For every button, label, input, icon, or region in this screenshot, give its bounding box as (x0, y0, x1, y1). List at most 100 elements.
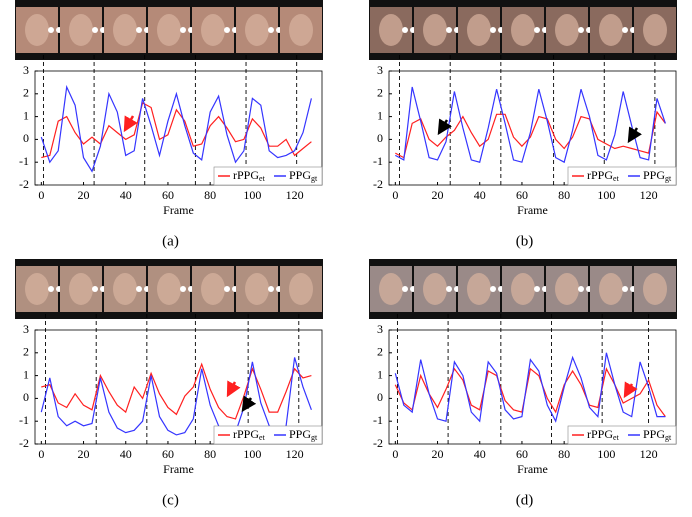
plot-frame (388, 329, 677, 445)
dot (92, 286, 98, 292)
face (201, 273, 225, 305)
dot (534, 286, 540, 292)
x-tick-label: 0 (392, 188, 398, 202)
face (511, 273, 535, 305)
dot (622, 286, 628, 292)
panel: -2 -1 0 1 2 3 0 20 40 60 80 100 120 Frame (a) rPPGet PPG… (15, 0, 323, 249)
x-tick-label: 100 (243, 447, 261, 461)
dot (224, 27, 230, 33)
face (511, 14, 535, 46)
y-tick-label: 1 (377, 367, 383, 381)
x-tick-label: 80 (204, 447, 216, 461)
legend-box (213, 425, 323, 445)
x-axis-label: Frame (517, 203, 548, 217)
x-tick-label: 120 (286, 188, 304, 202)
legend-subscript: et (259, 174, 266, 183)
y-tick-label: 2 (377, 345, 383, 359)
dot (402, 27, 408, 33)
panel: -2 -1 0 1 2 3 0 20 40 60 80 100 120 Frame (d) rPPGet PPG… (369, 259, 677, 508)
y-tick-label: 0 (23, 131, 29, 145)
arrow (123, 115, 138, 133)
series-line (395, 86, 666, 164)
panel: -2 -1 0 1 2 3 0 20 40 60 80 100 120 Frame (b) rPPGet PPG… (369, 0, 677, 249)
y-tick-label: 0 (377, 131, 383, 145)
x-tick-label: 40 (120, 447, 132, 461)
y-tick-label: 0 (23, 390, 29, 404)
arrow (627, 126, 642, 144)
dot (490, 27, 496, 33)
face (69, 273, 93, 305)
y-tick-label: -1 (373, 413, 383, 427)
legend-label: rPPGet (587, 168, 620, 183)
x-tick-label: 60 (162, 447, 174, 461)
y-tick-label: 0 (377, 390, 383, 404)
face (113, 14, 137, 46)
dot (446, 27, 452, 33)
face (69, 14, 93, 46)
x-tick-label: 120 (286, 447, 304, 461)
y-tick-label: 1 (23, 108, 29, 122)
face (423, 273, 447, 305)
x-tick-label: 60 (162, 188, 174, 202)
legend-subscript: et (259, 433, 266, 442)
dot (534, 27, 540, 33)
y-tick-label: 2 (377, 86, 383, 100)
face (245, 14, 269, 46)
face (25, 14, 49, 46)
x-tick-label: 120 (640, 188, 658, 202)
face (379, 273, 403, 305)
dot (92, 27, 98, 33)
y-tick-label: 3 (377, 322, 383, 336)
legend-label: PPGgt (289, 168, 318, 183)
legend-name: rPPG (587, 168, 613, 182)
face (555, 14, 579, 46)
x-axis-label: Frame (163, 462, 194, 476)
panel: -2 -1 0 1 2 3 0 20 40 60 80 100 120 Frame (c) rPPGet PPG… (15, 259, 323, 508)
dot (48, 27, 54, 33)
arrow (623, 381, 638, 399)
x-tick-label: 100 (597, 447, 615, 461)
dot (180, 286, 186, 292)
x-tick-label: 40 (474, 188, 486, 202)
dot (578, 27, 584, 33)
legend-subscript: gt (311, 174, 318, 183)
y-tick-label: -1 (373, 154, 383, 168)
series-line (394, 352, 666, 423)
x-tick-label: 20 (432, 447, 444, 461)
x-tick-label: 80 (558, 188, 570, 202)
y-tick-label: 1 (377, 108, 383, 122)
y-tick-label: -1 (19, 154, 29, 168)
face (245, 273, 269, 305)
x-tick-label: 40 (120, 188, 132, 202)
x-tick-label: 80 (204, 188, 216, 202)
plot-frame (34, 329, 323, 445)
series-line (395, 110, 666, 159)
face (201, 14, 225, 46)
x-tick-label: 0 (38, 188, 44, 202)
arrow (241, 395, 257, 413)
face (379, 14, 403, 46)
face (643, 273, 667, 305)
face (157, 14, 181, 46)
legend-name: PPG (289, 427, 311, 441)
legend-subscript: gt (311, 433, 318, 442)
legend-label: PPGgt (289, 427, 318, 442)
y-tick-label: 3 (377, 63, 383, 77)
caption: (d) (516, 492, 534, 508)
y-tick-label: 2 (23, 345, 29, 359)
legend-box (567, 425, 677, 445)
x-tick-label: 20 (432, 188, 444, 202)
y-tick-label: 3 (23, 63, 29, 77)
legend-name: rPPG (233, 168, 259, 182)
face (423, 14, 447, 46)
dot (136, 27, 142, 33)
dot (446, 286, 452, 292)
caption: (a) (162, 233, 179, 249)
legend-name: rPPG (587, 427, 613, 441)
legend-box (567, 166, 677, 186)
face (289, 273, 313, 305)
series-line (40, 357, 312, 436)
x-tick-label: 20 (78, 188, 90, 202)
dot (268, 27, 274, 33)
